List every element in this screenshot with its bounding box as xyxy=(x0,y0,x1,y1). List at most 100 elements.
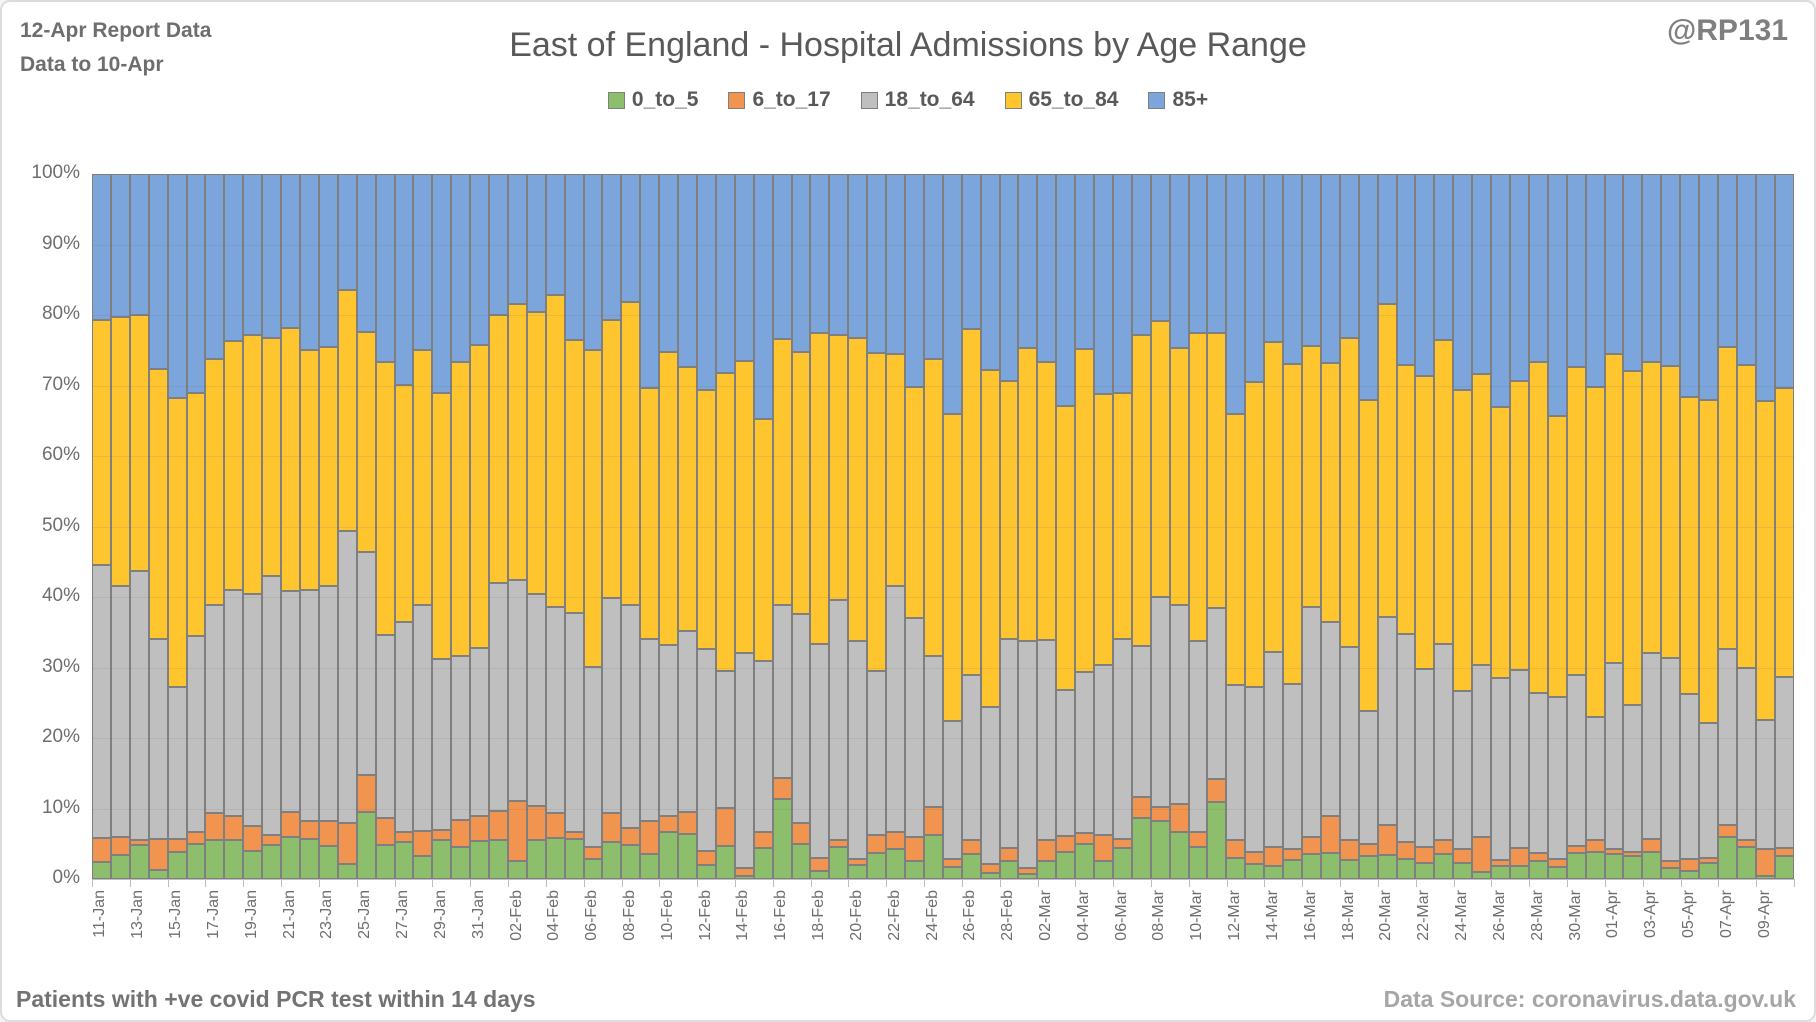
segment-6_to_17 xyxy=(129,839,149,846)
segment-18_to_64 xyxy=(1207,607,1227,779)
segment-18_to_64 xyxy=(1509,669,1529,848)
segment-85+ xyxy=(1112,174,1132,394)
segment-65_to_84 xyxy=(791,352,811,614)
segment-6_to_17 xyxy=(1094,834,1113,861)
segment-65_to_84 xyxy=(224,341,244,590)
segment-6_to_17 xyxy=(564,832,584,839)
segment-85+ xyxy=(1472,174,1492,374)
segment-85+ xyxy=(923,174,943,359)
bar-02-Apr xyxy=(1623,174,1643,879)
segment-65_to_84 xyxy=(262,337,282,576)
segment-6_to_17 xyxy=(1056,836,1076,852)
segment-85+ xyxy=(1717,174,1737,348)
bar-15-Feb xyxy=(753,174,773,879)
segment-0_to_5 xyxy=(1604,854,1624,879)
segment-0_to_5 xyxy=(867,852,887,879)
segment-18_to_64 xyxy=(1320,622,1340,817)
x-label-27-Jan: 27-Jan xyxy=(394,890,412,939)
segment-18_to_64 xyxy=(1283,684,1302,850)
segment-6_to_17 xyxy=(980,864,1000,874)
segment-0_to_5 xyxy=(791,843,811,879)
x-tick xyxy=(886,879,888,887)
segment-0_to_5 xyxy=(394,842,414,879)
x-tick xyxy=(810,879,812,887)
segment-65_to_84 xyxy=(545,295,565,607)
legend: 0_to_5 6_to_17 18_to_64 65_to_84 85+ xyxy=(2,88,1814,112)
y-tick-label: 90% xyxy=(41,232,80,254)
segment-6_to_17 xyxy=(1226,840,1246,858)
segment-18_to_64 xyxy=(1302,606,1321,838)
segment-0_to_5 xyxy=(1150,821,1170,879)
y-tick-label: 100% xyxy=(31,162,80,183)
segment-0_to_5 xyxy=(545,838,565,879)
segment-0_to_5 xyxy=(772,799,792,879)
segment-0_to_5 xyxy=(659,832,679,879)
x-label-12-Mar: 12-Mar xyxy=(1226,890,1244,941)
bar-17-Jan xyxy=(205,174,225,879)
x-label-26-Mar: 26-Mar xyxy=(1490,890,1508,941)
x-label-03-Apr: 03-Apr xyxy=(1642,890,1660,939)
segment-0_to_5 xyxy=(1169,831,1189,879)
segment-18_to_64 xyxy=(791,613,811,824)
segment-6_to_17 xyxy=(772,778,792,800)
segment-0_to_5 xyxy=(848,864,868,879)
report-line-2: Data to 10-Apr xyxy=(20,53,164,76)
segment-85+ xyxy=(1453,174,1473,391)
x-label-16-Feb: 16-Feb xyxy=(772,890,790,941)
segment-18_to_64 xyxy=(734,653,754,868)
segment-18_to_64 xyxy=(1188,640,1208,833)
segment-18_to_64 xyxy=(224,589,244,816)
segment-18_to_64 xyxy=(678,630,697,813)
x-tick xyxy=(1415,879,1417,887)
bar-14-Mar xyxy=(1264,174,1284,879)
x-label-08-Mar: 08-Mar xyxy=(1150,890,1168,941)
bar-29-Mar xyxy=(1547,174,1567,879)
segment-0_to_5 xyxy=(1112,847,1132,879)
bar-13-Mar xyxy=(1245,174,1265,879)
segment-18_to_64 xyxy=(886,586,905,832)
segment-0_to_5 xyxy=(904,860,924,879)
segment-6_to_17 xyxy=(1774,848,1794,856)
segment-65_to_84 xyxy=(205,358,225,606)
segment-18_to_64 xyxy=(961,675,981,841)
segment-0_to_5 xyxy=(1339,859,1359,879)
segment-65_to_84 xyxy=(375,361,395,636)
x-label-10-Feb: 10-Feb xyxy=(658,890,676,941)
y-axis: 100% 90% 80% 70% 60% 50% 40% 30% 20% 10% 0% xyxy=(2,162,80,888)
x-tick xyxy=(1453,879,1455,887)
segment-0_to_5 xyxy=(564,838,584,879)
segment-0_to_5 xyxy=(1358,856,1378,879)
segment-18_to_64 xyxy=(999,638,1019,848)
x-tick xyxy=(318,879,320,887)
segment-0_to_5 xyxy=(507,861,527,879)
bar-28-Feb xyxy=(999,174,1019,879)
segment-0_to_5 xyxy=(810,870,830,879)
segment-85+ xyxy=(92,174,111,320)
bar-08-Mar xyxy=(1150,174,1170,879)
segment-18_to_64 xyxy=(507,580,527,802)
segment-18_to_64 xyxy=(1094,664,1113,835)
bar-28-Jan xyxy=(413,174,433,879)
bar-22-Mar xyxy=(1415,174,1435,879)
segment-0_to_5 xyxy=(1226,857,1246,879)
segment-6_to_17 xyxy=(886,831,905,850)
bar-02-Feb xyxy=(507,174,527,879)
segment-0_to_5 xyxy=(129,845,149,879)
x-tick xyxy=(545,879,547,887)
legend-swatch-icon xyxy=(860,91,878,109)
segment-18_to_64 xyxy=(1585,716,1605,841)
bar-17-Feb xyxy=(791,174,811,879)
segment-85+ xyxy=(489,174,508,316)
segment-6_to_17 xyxy=(281,812,300,837)
x-label-06-Mar: 06-Mar xyxy=(1112,890,1130,941)
segment-0_to_5 xyxy=(318,845,338,879)
bar-21-Feb xyxy=(867,174,887,879)
bar-28-Mar xyxy=(1528,174,1548,879)
segment-0_to_5 xyxy=(451,846,471,879)
bar-10-Mar xyxy=(1188,174,1208,879)
segment-85+ xyxy=(507,174,527,305)
bar-06-Mar xyxy=(1112,174,1132,879)
segment-85+ xyxy=(1680,174,1700,397)
segment-18_to_64 xyxy=(904,618,924,838)
segment-0_to_5 xyxy=(1680,870,1700,879)
